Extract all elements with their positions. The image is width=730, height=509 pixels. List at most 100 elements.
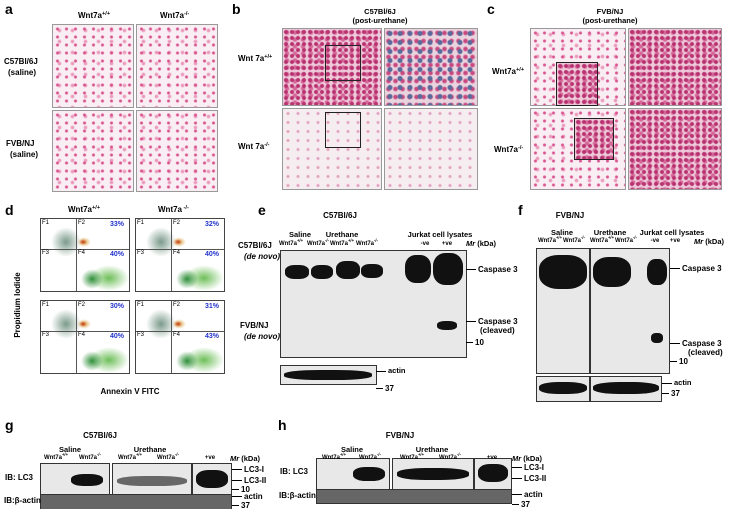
superscript: +/+ — [555, 235, 563, 240]
superscript: -/- — [175, 452, 179, 457]
zoom-image — [628, 28, 722, 106]
label: LC3-II — [232, 477, 266, 485]
label: Wnt7a-/- — [494, 145, 524, 154]
label: Saline — [58, 445, 82, 454]
superscript: +/+ — [61, 452, 69, 457]
label: 37 — [662, 390, 680, 398]
quadrant-label: F3 — [42, 250, 50, 256]
superscript: -/- — [184, 11, 190, 17]
label: (de novo) — [244, 332, 280, 341]
label: Mr (kDa) — [512, 455, 542, 463]
band — [311, 265, 333, 279]
label: Wnt7a-/- — [307, 238, 329, 247]
western-blot — [536, 376, 590, 402]
western-blot — [40, 494, 232, 509]
text: Mr — [466, 239, 476, 248]
label: C57Bl/6J — [238, 241, 272, 250]
text: Wnt7a — [494, 145, 518, 154]
label: Urethane — [133, 445, 167, 454]
western-blot — [316, 458, 390, 490]
quadrant-line — [41, 249, 129, 251]
quadrant-line — [136, 331, 224, 333]
panel-label: f — [518, 202, 523, 218]
text: Wnt7a — [615, 238, 634, 244]
label: +ve — [205, 455, 215, 461]
axis-label: Annexin V FITC — [100, 387, 160, 396]
text: Mr — [512, 454, 522, 463]
superscript: -/- — [457, 452, 461, 457]
label: Wnt7a-/- — [356, 238, 378, 247]
title: (post-urethane) — [352, 16, 408, 25]
text: Wnt 7a — [238, 142, 265, 151]
western-blot — [536, 248, 590, 374]
scatter-cloud — [174, 239, 182, 245]
label: Jurkat cell lysates — [407, 230, 473, 239]
label: Caspase 3 — [466, 318, 518, 326]
scatter-cloud — [81, 351, 103, 371]
text: Wnt7a — [537, 238, 556, 244]
label: Caspase 3 — [670, 265, 722, 273]
text: Wnt7a — [321, 455, 340, 461]
label: IB: LC3 — [5, 473, 33, 482]
text: Wnt7a — [278, 241, 297, 247]
label: LC3-II — [512, 475, 546, 483]
text: Wnt7a — [359, 455, 378, 461]
superscript: -/- — [518, 145, 524, 151]
text: Wnt7a — [356, 241, 375, 247]
label: Wnt7a-/- — [79, 452, 101, 461]
panel-label: d — [5, 202, 14, 218]
text: -ve — [650, 238, 660, 244]
label: Wnt7a-/- — [160, 11, 190, 20]
quadrant-label: F2 — [173, 302, 181, 308]
title: FVB/NJ — [555, 211, 585, 220]
label: actin — [662, 379, 692, 387]
label: Wnt7a+/+ — [329, 238, 354, 247]
label: Wnt7a+/+ — [589, 235, 614, 244]
band — [593, 257, 631, 287]
text: Wnt7a — [563, 238, 582, 244]
quadrant-label: F2 — [78, 220, 86, 226]
label: IB: LC3 — [280, 467, 308, 476]
label: C57Bl/6J — [4, 57, 38, 66]
label: Urethane — [593, 228, 627, 237]
label: Wnt 7a-/- — [238, 142, 270, 151]
flow-plot — [40, 218, 130, 292]
label: LC3-I — [232, 466, 264, 474]
quadrant-line — [136, 249, 224, 251]
panel-label: a — [5, 1, 13, 17]
title: FVB/NJ — [596, 7, 624, 16]
text: Wnt7a — [78, 11, 102, 20]
superscript: -/- — [264, 142, 270, 148]
band — [539, 255, 587, 289]
superscript: +/+ — [339, 452, 347, 457]
zoom-image — [384, 28, 478, 106]
superscript: -/- — [581, 235, 585, 240]
label: Wnt7a+/+ — [537, 235, 563, 244]
scatter-cloud — [146, 227, 176, 257]
band — [478, 464, 508, 482]
percentage: 40% — [110, 251, 125, 258]
label: LC3-I — [512, 464, 544, 472]
text: Wnt7a — [157, 455, 176, 461]
label: FVB/NJ — [6, 139, 35, 148]
label: 37 — [232, 502, 250, 509]
text: Wnt7a — [589, 238, 608, 244]
label: 37 — [376, 385, 394, 393]
western-blot — [392, 458, 474, 490]
unit: (kDa) — [521, 454, 543, 463]
label: Mr (kDa) — [230, 455, 260, 463]
scatter-cloud — [176, 351, 198, 371]
label: Wnt7a-/- — [615, 235, 637, 244]
label: 10 — [232, 486, 250, 494]
text: Wnt7a — [492, 67, 516, 76]
label: Mr (kDa) — [466, 240, 496, 248]
title: (post-urethane) — [582, 16, 638, 25]
text: Wnt7a — [329, 241, 348, 247]
label: Wnt7a+/+ — [278, 238, 303, 247]
histology-image — [282, 28, 382, 106]
label: 10 — [466, 339, 484, 347]
label: IB:β-actin — [279, 491, 316, 500]
panel-label: e — [258, 202, 266, 218]
quadrant-label: F3 — [137, 250, 145, 256]
